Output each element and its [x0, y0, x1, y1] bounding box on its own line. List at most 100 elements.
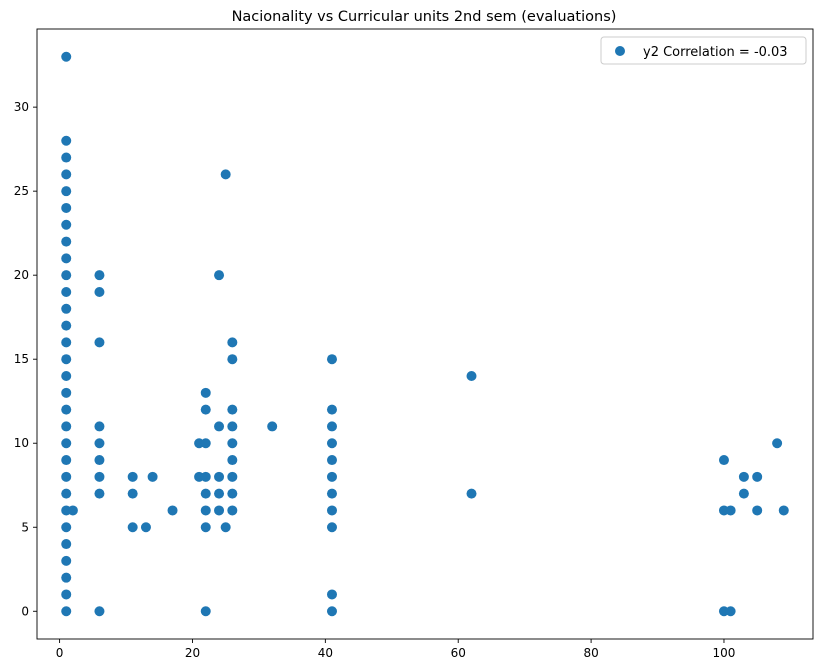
- data-point: [738, 488, 749, 499]
- data-point: [752, 471, 763, 482]
- data-point: [61, 606, 72, 617]
- data-point: [326, 522, 337, 533]
- data-point: [326, 354, 337, 365]
- data-point: [326, 455, 337, 466]
- data-point: [61, 320, 72, 331]
- data-point: [94, 471, 105, 482]
- data-point: [61, 421, 72, 432]
- y-tick-label: 15: [14, 352, 29, 366]
- data-point: [200, 404, 211, 415]
- data-point: [67, 505, 78, 516]
- data-point: [220, 522, 231, 533]
- data-point: [61, 387, 72, 398]
- data-point: [200, 488, 211, 499]
- data-point: [61, 186, 72, 197]
- data-point: [214, 421, 225, 432]
- data-point: [227, 505, 238, 516]
- data-point: [725, 505, 736, 516]
- data-point: [61, 555, 72, 566]
- legend-marker: [615, 46, 625, 56]
- data-points: [61, 51, 789, 617]
- data-point: [94, 270, 105, 281]
- data-point: [61, 219, 72, 230]
- legend-label: y2 Correlation = -0.03: [643, 45, 788, 60]
- data-point: [61, 589, 72, 600]
- data-point: [326, 471, 337, 482]
- data-point: [200, 471, 211, 482]
- data-point: [127, 488, 138, 499]
- data-point: [61, 354, 72, 365]
- data-point: [61, 455, 72, 466]
- plot-area: [37, 29, 813, 639]
- data-point: [94, 488, 105, 499]
- y-tick-label: 10: [14, 436, 29, 450]
- data-point: [326, 589, 337, 600]
- data-point: [214, 270, 225, 281]
- data-point: [227, 471, 238, 482]
- data-point: [326, 421, 337, 432]
- data-point: [61, 438, 72, 449]
- data-point: [227, 421, 238, 432]
- chart-title: Nacionality vs Curricular units 2nd sem …: [232, 9, 617, 25]
- x-axis-ticks: 0 20 40 60 80 100: [56, 639, 735, 660]
- data-point: [94, 421, 105, 432]
- data-point: [227, 354, 238, 365]
- data-point: [61, 236, 72, 247]
- data-point: [61, 471, 72, 482]
- data-point: [61, 572, 72, 583]
- data-point: [214, 505, 225, 516]
- data-point: [127, 471, 138, 482]
- data-point: [214, 488, 225, 499]
- data-point: [61, 303, 72, 314]
- x-tick-label: 40: [318, 646, 333, 660]
- data-point: [227, 488, 238, 499]
- legend: y2 Correlation = -0.03: [600, 36, 807, 65]
- data-point: [200, 606, 211, 617]
- data-point: [772, 438, 783, 449]
- data-point: [326, 404, 337, 415]
- data-point: [61, 522, 72, 533]
- data-point: [778, 505, 789, 516]
- data-point: [738, 471, 749, 482]
- data-point: [326, 438, 337, 449]
- y-tick-label: 25: [14, 184, 29, 198]
- data-point: [227, 404, 238, 415]
- data-point: [227, 455, 238, 466]
- data-point: [61, 202, 72, 213]
- data-point: [61, 404, 72, 415]
- data-point: [752, 505, 763, 516]
- data-point: [326, 488, 337, 499]
- plot-frame: [36, 28, 814, 640]
- data-point: [61, 270, 72, 281]
- data-point: [94, 286, 105, 297]
- y-tick-label: 5: [21, 520, 29, 534]
- data-point: [140, 522, 151, 533]
- data-point: [61, 51, 72, 62]
- data-point: [200, 522, 211, 533]
- y-tick-label: 0: [21, 604, 29, 618]
- data-point: [466, 488, 477, 499]
- y-tick-label: 20: [14, 268, 29, 282]
- data-point: [94, 337, 105, 348]
- legend-box: [600, 36, 807, 65]
- y-tick-label: 30: [14, 100, 29, 114]
- data-point: [61, 539, 72, 550]
- data-point: [94, 606, 105, 617]
- data-point: [725, 606, 736, 617]
- data-point: [61, 169, 72, 180]
- data-point: [61, 135, 72, 146]
- data-point: [61, 337, 72, 348]
- data-point: [147, 471, 158, 482]
- data-point: [61, 152, 72, 163]
- x-tick-label: 60: [451, 646, 466, 660]
- data-point: [718, 455, 729, 466]
- data-point: [214, 471, 225, 482]
- x-tick-label: 0: [56, 646, 64, 660]
- x-tick-label: 20: [185, 646, 200, 660]
- y-axis-ticks: 0 5 10 15 20 25 30: [14, 100, 37, 618]
- x-tick-label: 80: [583, 646, 598, 660]
- data-point: [200, 438, 211, 449]
- data-point: [466, 371, 477, 382]
- data-point: [61, 253, 72, 264]
